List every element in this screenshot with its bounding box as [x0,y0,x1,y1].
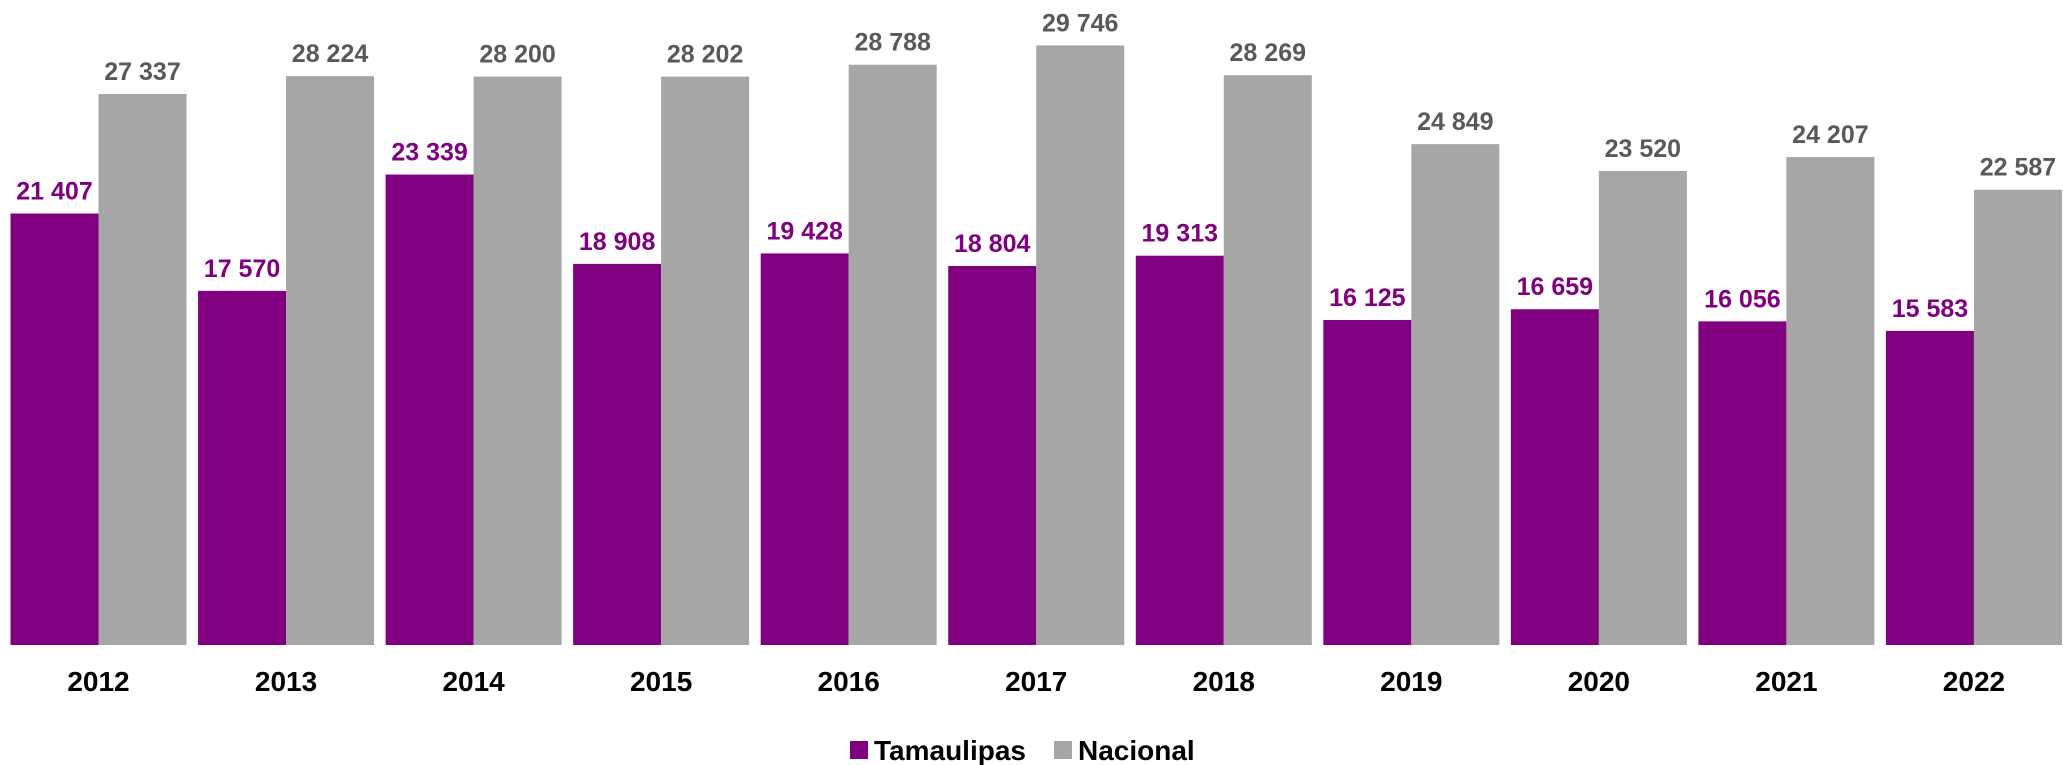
bar [473,76,562,645]
value-label: 28 788 [854,29,931,57]
bar [573,263,662,645]
bar [10,213,99,646]
bar [948,265,1037,645]
value-label: 17 570 [204,255,280,283]
x-tick-label: 2012 [67,666,129,697]
bar [198,290,287,645]
value-label: 16 056 [1704,285,1780,313]
x-tick-label: 2017 [1005,666,1067,697]
x-tick-label: 2018 [1193,666,1255,697]
x-tick-label: 2016 [818,666,880,697]
value-label: 15 583 [1892,295,1968,323]
value-label: 24 849 [1417,108,1493,136]
legend-swatch [1053,741,1072,759]
value-label: 19 428 [766,217,843,245]
x-tick-label: 2014 [442,666,505,697]
legend-label: Tamaulipas [874,735,1026,765]
value-label: 19 313 [1142,220,1218,248]
value-label: 28 269 [1230,39,1306,67]
x-tick-label: 2021 [1755,666,1817,697]
value-label: 18 908 [579,228,656,256]
x-tick-label: 2022 [1943,666,2005,697]
value-label: 16 125 [1329,284,1406,312]
value-label: 28 200 [479,41,555,69]
x-tick-label: 2019 [1380,666,1442,697]
x-tick-label: 2015 [630,666,692,697]
bar [1323,319,1412,645]
value-label: 18 804 [954,230,1031,258]
bar [1223,75,1312,645]
bar [1598,170,1687,646]
bar [661,76,750,645]
bar [1885,330,1974,645]
value-label: 24 207 [1792,121,1868,149]
bar [1510,309,1599,645]
value-label: 23 339 [391,139,467,167]
x-tick-label: 2013 [255,666,317,697]
value-label: 28 224 [292,40,369,68]
bar [848,64,937,645]
bar [1786,157,1875,646]
bar [1411,144,1500,646]
bar [1973,189,2062,645]
legend-label: Nacional [1078,735,1195,765]
value-label: 16 659 [1517,273,1593,301]
bar [1036,45,1125,645]
bar [760,253,849,646]
bar [286,76,375,646]
bar [1698,321,1787,645]
bar [98,93,187,646]
value-label: 27 337 [104,58,180,86]
value-label: 29 746 [1042,9,1118,37]
value-label: 23 520 [1605,135,1681,163]
bar [1135,255,1224,645]
value-label: 28 202 [667,41,743,69]
value-label: 21 407 [16,178,92,206]
value-label: 22 587 [1980,154,2056,182]
bar [385,174,474,645]
legend-swatch [850,741,868,759]
x-tick-label: 2020 [1568,666,1630,697]
